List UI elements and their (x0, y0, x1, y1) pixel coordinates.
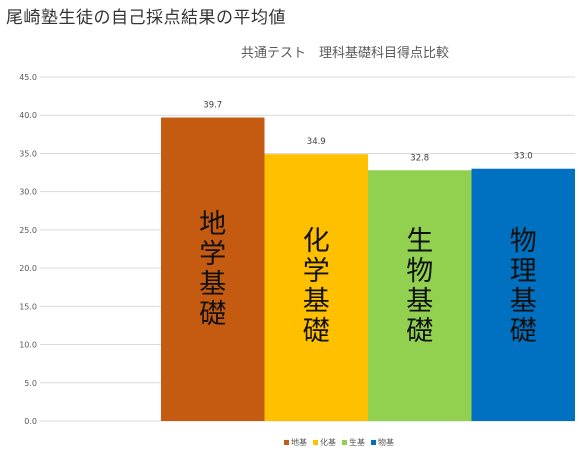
legend-swatch (313, 440, 318, 445)
legend-label: 物基 (378, 438, 394, 447)
y-tick-label: 45.0 (19, 73, 37, 82)
bar-text: 化学基礎 (303, 226, 330, 347)
bar-2 (264, 154, 368, 421)
bar-text: 物理基礎 (510, 226, 537, 347)
y-tick-label: 5.0 (24, 379, 37, 388)
data-label: 33.0 (514, 152, 533, 162)
y-tick-label: 25.0 (19, 226, 37, 235)
y-tick-label: 40.0 (19, 111, 37, 120)
legend-swatch (342, 440, 347, 445)
bar-3 (368, 170, 472, 421)
legend-item: 地基 (284, 437, 307, 448)
bar-1 (161, 117, 265, 421)
legend-item: 化基 (313, 437, 336, 448)
data-label: 34.9 (307, 137, 326, 147)
page-title: 尾崎塾生徒の自己採点結果の平均値 (6, 8, 286, 28)
y-tick-label: 20.0 (19, 264, 37, 273)
data-label: 32.8 (410, 153, 429, 163)
y-tick-label: 0.0 (24, 417, 37, 426)
legend-item: 生基 (342, 437, 365, 448)
legend-swatch (284, 440, 289, 445)
bar-text: 生物基礎 (406, 226, 433, 347)
legend-label: 化基 (320, 438, 336, 447)
y-tick-label: 35.0 (19, 149, 37, 158)
chart-title: 共通テスト 理科基礎科目得点比較 (240, 46, 449, 61)
y-tick-label: 10.0 (19, 341, 37, 350)
bar-text: 地学基礎 (199, 209, 226, 330)
y-tick-label: 15.0 (19, 302, 37, 311)
y-tick-label: 30.0 (19, 188, 37, 197)
legend-label: 生基 (349, 438, 365, 447)
data-label: 39.7 (203, 101, 222, 111)
bar-4 (471, 168, 575, 421)
chart-legend: 地基 化基 生基 物基 (0, 437, 580, 448)
legend-item: 物基 (371, 437, 394, 448)
legend-swatch (371, 440, 376, 445)
legend-label: 地基 (291, 438, 307, 447)
